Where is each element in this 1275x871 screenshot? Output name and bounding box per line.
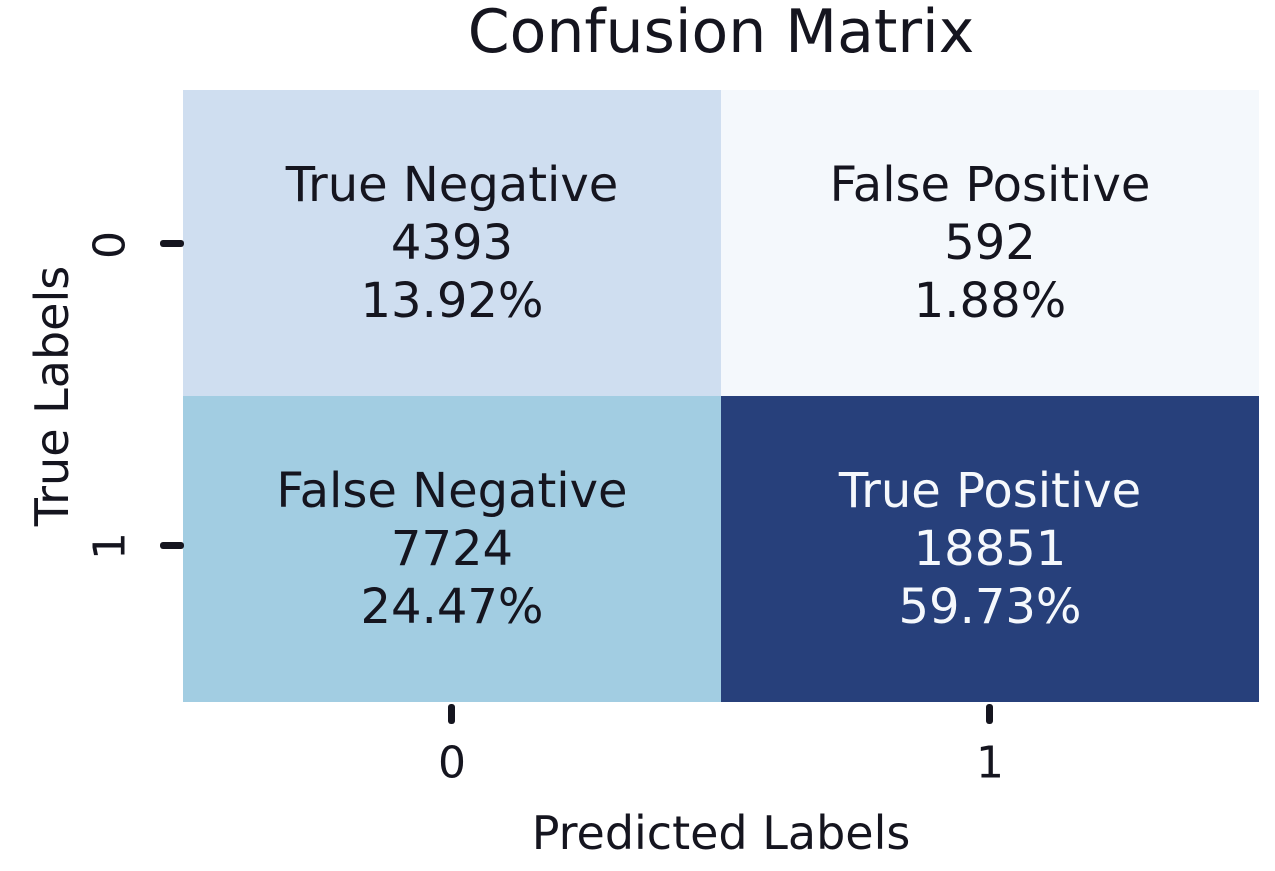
x-tick-label-1: 1	[976, 737, 1004, 789]
cell-count: 18851	[913, 521, 1067, 577]
x-tick-mark-1	[986, 704, 993, 724]
y-axis-label: True Labels	[25, 265, 79, 527]
cell-label: False Negative	[276, 463, 628, 519]
cell-percent: 59.73%	[898, 579, 1082, 635]
cell-label: True Negative	[285, 157, 619, 213]
heatmap-grid: True Negative 4393 13.92% False Positive…	[183, 90, 1259, 702]
cell-count: 7724	[390, 521, 514, 577]
cell-percent: 13.92%	[360, 273, 544, 329]
cell-true-positive: True Positive 18851 59.73%	[721, 396, 1259, 702]
cell-label: False Positive	[829, 157, 1151, 213]
cell-percent: 24.47%	[360, 579, 544, 635]
x-tick-label-0: 0	[438, 737, 466, 789]
y-tick-mark-0	[160, 240, 184, 247]
x-axis-label: Predicted Labels	[531, 806, 911, 860]
x-tick-mark-0	[448, 704, 455, 724]
y-tick-label-0: 0	[84, 231, 136, 259]
y-tick-mark-1	[160, 542, 184, 549]
cell-count: 4393	[390, 215, 514, 271]
cell-true-negative: True Negative 4393 13.92%	[183, 90, 721, 396]
cell-false-negative: False Negative 7724 24.47%	[183, 396, 721, 702]
cell-count: 592	[944, 215, 1036, 271]
cell-label: True Positive	[838, 463, 1142, 519]
chart-title: Confusion Matrix	[467, 0, 975, 67]
y-tick-label-1: 1	[84, 532, 136, 560]
cell-percent: 1.88%	[913, 273, 1067, 329]
cell-false-positive: False Positive 592 1.88%	[721, 90, 1259, 396]
